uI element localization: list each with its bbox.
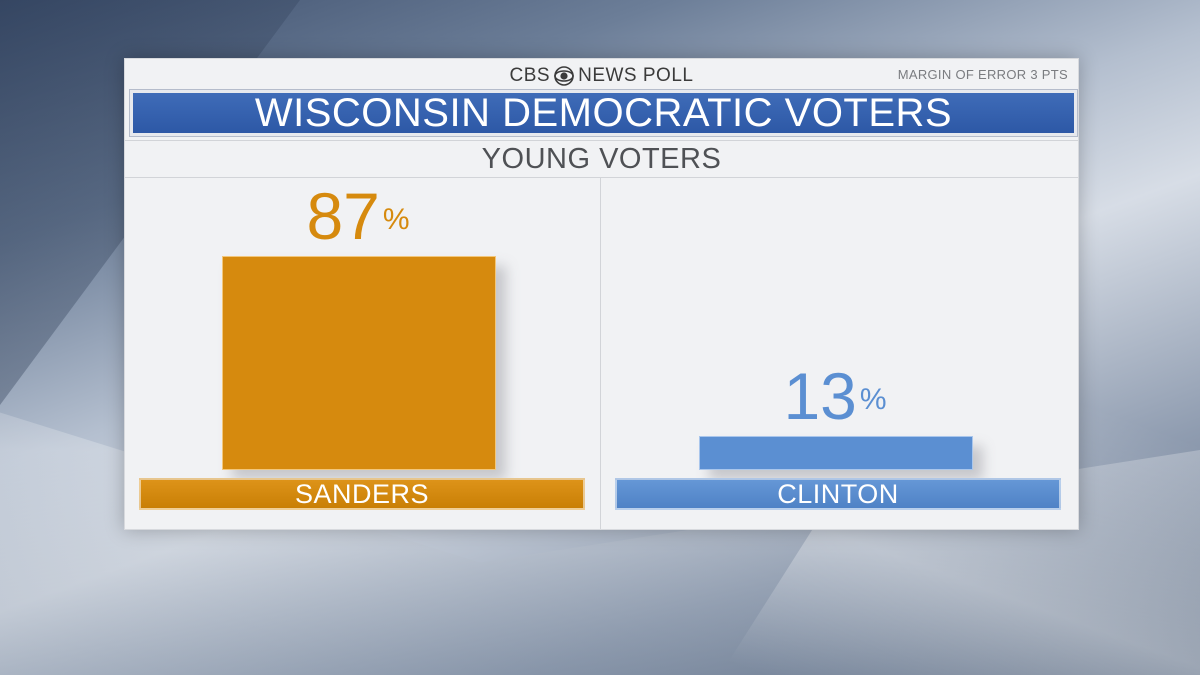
value-number: 13	[783, 359, 857, 433]
margin-of-error: MARGIN OF ERROR 3 PTS	[897, 67, 1068, 82]
category-label-sanders: SANDERS	[139, 478, 585, 510]
chart-subtitle: YOUNG VOTERS	[481, 143, 722, 175]
bar-clinton	[699, 436, 973, 470]
chart-title: WISCONSIN DEMOCRATIC VOTERS	[130, 90, 1077, 136]
percent-sign: %	[859, 383, 887, 416]
divider	[600, 178, 601, 529]
percent-sign: %	[382, 203, 410, 236]
value-number: 87	[306, 179, 380, 253]
poll-panel: CBS NEWS POLL MARGIN OF ERROR 3 PTS WISC…	[124, 58, 1079, 530]
cbs-eye-icon	[554, 66, 574, 86]
brand-left-text: CBS	[509, 65, 551, 86]
value-label-clinton: 13%	[699, 363, 971, 429]
divider	[125, 140, 1078, 141]
brand-header: CBS NEWS POLL	[125, 65, 1078, 87]
category-label-clinton: CLINTON	[615, 478, 1061, 510]
divider	[125, 177, 1078, 178]
value-label-sanders: 87%	[222, 183, 494, 249]
bar-sanders	[222, 256, 496, 470]
brand-right-text: NEWS POLL	[578, 65, 694, 86]
